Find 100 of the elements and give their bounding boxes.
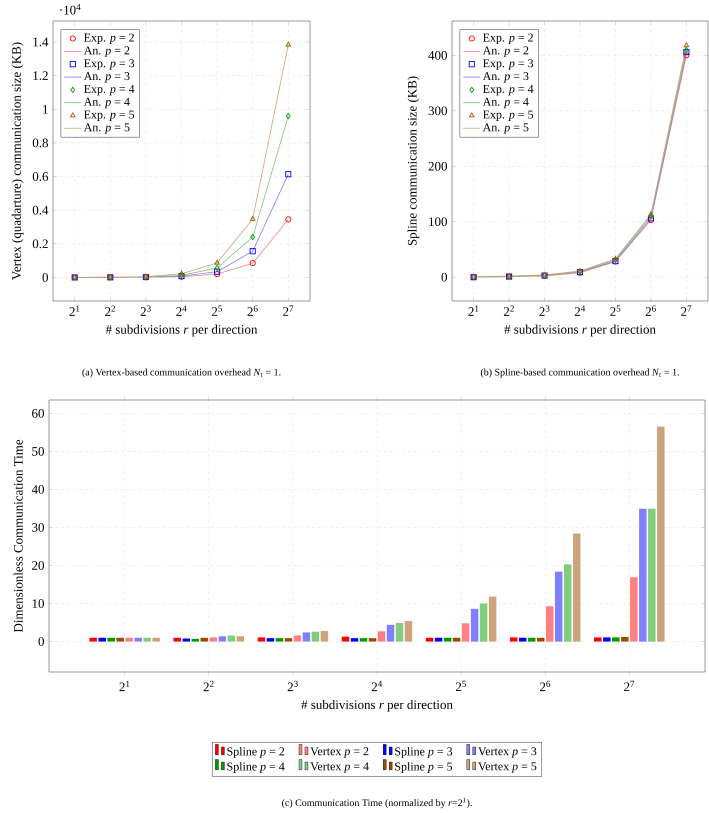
point [250,248,256,254]
bar [192,638,200,642]
x-tick-label: 2$^{3}$ [288,680,298,692]
bar [236,636,244,642]
y-tick-label: 0.6 [32,172,48,181]
bar [510,637,518,642]
x-tick-label: 2$^{7}$ [624,680,634,692]
bar [612,637,620,642]
legend-label: An. p = 5 [482,123,528,134]
x-axis-title: # subdivisions r per direction [301,700,453,712]
legend-label: Exp. p = 5 [483,110,534,121]
point [214,271,220,278]
legend-label: Exp. p = 4 [84,84,134,96]
legend-label: Exp. p = 3 [84,59,134,70]
legend-label: An. p = 5 [84,123,130,134]
x-tick-label: 2$^{1}$ [468,306,478,316]
bar [342,636,350,642]
text: (b) Spline-based communication overhead N$_{t}$ = 1. [480,368,679,378]
legend-label: Vertex p = 5 [478,762,536,773]
bar [360,638,368,642]
point [178,270,184,276]
point [214,264,220,271]
text: ·10$^{4}$ [60,4,81,14]
bar [554,572,562,642]
point [286,112,291,120]
bar [210,637,218,642]
bar [452,638,460,642]
x-tick-label: 2$^{4}$ [176,306,187,316]
legend-label: An. p = 2 [482,46,528,57]
x-tick-label: 2$^{7}$ [283,306,294,316]
bar [152,638,160,642]
legend-label: Spline p = 3 [395,747,452,758]
x-tick-label: 2$^{4}$ [372,680,382,692]
point [285,216,292,222]
point [250,216,256,221]
y-tick-label: 200 [428,162,447,171]
y-tick-label: 20 [32,561,44,570]
bar [396,622,404,642]
point [684,46,689,53]
point [612,256,618,261]
bar [182,638,190,642]
bar [546,606,554,642]
bar [630,577,638,642]
y-tick-label: 30 [32,523,44,532]
line-series [74,44,289,278]
y-tick-label: 50 [32,446,44,456]
point [683,49,690,56]
bar [350,638,358,642]
x-tick-label: 2$^{1}$ [120,680,130,692]
bar [284,638,292,642]
bar [276,638,284,642]
legend-label: Exp. p = 4 [483,84,534,96]
y-axis-title: Vertex (quadarture) communication size (KB) [12,42,24,280]
legend-label: An. p = 3 [482,72,528,83]
bar [218,636,226,642]
x-axis-title: # subdivisions r per direction [106,324,258,336]
x-tick-label: 2$^{2}$ [504,306,514,316]
y-tick-label: 100 [429,217,447,226]
y-axis-title: Spline communication size (KB) [407,76,420,246]
y-tick-label: 1 [43,105,48,114]
bar [404,621,412,642]
y-tick-label: 10 [32,599,44,608]
bar [266,638,274,642]
x-tick-label: 2$^{6}$ [540,680,550,692]
bar [320,630,328,642]
y-tick-label: 300 [428,106,447,116]
x-tick-label: 2$^{2}$ [105,306,116,316]
legend-label: Vertex p = 2 [310,747,368,758]
bar [386,624,394,642]
bar [603,637,611,642]
x-tick-label: 2$^{3}$ [140,306,151,316]
bar [594,637,602,642]
y-tick-label: 0.8 [32,138,48,148]
bar [89,638,97,642]
bar [312,632,320,642]
bar [639,508,647,642]
point [250,234,256,240]
point [214,268,220,275]
bar [434,638,442,642]
y-tick-label: 60 [32,408,44,418]
bar [648,508,656,642]
legend-label: Vertex p = 4 [310,762,369,773]
bar [378,631,386,642]
x-tick-label: 2$^{6}$ [248,306,258,316]
point [214,260,220,265]
text: (c) Communication Time (normalized by r=2$^{1}$). [282,798,472,808]
x-tick-label: 2$^{2}$ [204,680,214,692]
bar [462,623,470,642]
bar [143,638,151,642]
bar [444,638,452,642]
y-tick-label: 40 [32,485,44,494]
x-tick-label: 2$^{3}$ [539,306,550,316]
bar [518,638,526,642]
bar [470,608,478,642]
y-axis-title: Dimensionless Communication Time [14,440,23,632]
y-tick-label: 0 [42,273,48,282]
y-tick-label: 0.2 [32,239,48,248]
bar [426,638,434,642]
x-axis-title: # subdivisions r per direction [504,324,656,336]
y-tick-label: 0 [442,272,447,282]
